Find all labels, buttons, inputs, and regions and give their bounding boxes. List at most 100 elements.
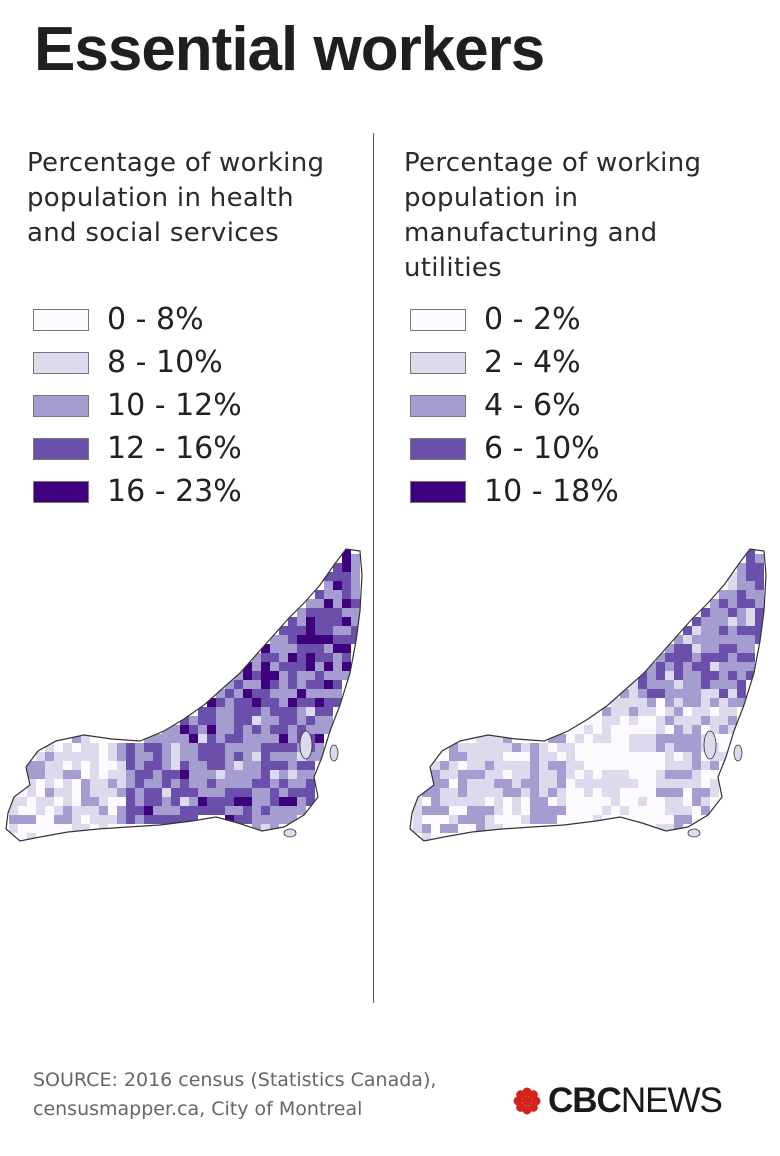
census-tract xyxy=(593,806,602,815)
census-tract xyxy=(207,698,216,707)
census-tract xyxy=(638,689,647,698)
census-tract xyxy=(324,617,333,626)
census-tract xyxy=(315,734,324,743)
census-tract xyxy=(252,815,261,824)
census-tract xyxy=(342,671,351,680)
census-tract xyxy=(683,779,692,788)
census-tract xyxy=(261,644,270,653)
census-tract xyxy=(126,770,135,779)
census-tract xyxy=(710,653,719,662)
census-tract xyxy=(692,662,701,671)
census-tract xyxy=(243,806,252,815)
census-tract xyxy=(306,788,315,797)
census-tract xyxy=(126,761,135,770)
census-tract xyxy=(351,590,360,599)
census-tract xyxy=(566,788,575,797)
census-tract xyxy=(351,599,360,608)
health-panel: Percentage of working population in heal… xyxy=(27,146,367,509)
census-tract xyxy=(54,788,63,797)
census-tract xyxy=(449,815,458,824)
census-tract xyxy=(494,824,503,833)
census-tract xyxy=(566,797,575,806)
census-tract xyxy=(306,653,315,662)
census-tract xyxy=(656,734,665,743)
census-tract xyxy=(683,761,692,770)
census-tract xyxy=(719,707,728,716)
census-tract xyxy=(153,779,162,788)
legend-swatch xyxy=(33,480,89,503)
census-tract xyxy=(261,689,270,698)
census-tract xyxy=(692,734,701,743)
census-tract xyxy=(593,743,602,752)
census-tract xyxy=(665,707,674,716)
census-tract xyxy=(108,770,117,779)
census-tract xyxy=(144,788,153,797)
census-tract xyxy=(503,815,512,824)
census-tract xyxy=(485,788,494,797)
census-tract xyxy=(279,716,288,725)
census-tract xyxy=(692,788,701,797)
census-tract xyxy=(36,779,45,788)
census-tract xyxy=(126,779,135,788)
census-tract xyxy=(467,761,476,770)
census-tract xyxy=(288,662,297,671)
census-tract xyxy=(315,617,324,626)
census-tract xyxy=(575,743,584,752)
census-tract xyxy=(557,770,566,779)
census-tract xyxy=(207,779,216,788)
census-tract xyxy=(683,671,692,680)
census-tract xyxy=(288,716,297,725)
census-tract xyxy=(566,743,575,752)
census-tract xyxy=(135,788,144,797)
census-tract xyxy=(503,761,512,770)
census-tract xyxy=(117,770,126,779)
census-tract xyxy=(18,833,27,841)
census-tract xyxy=(207,761,216,770)
census-tract xyxy=(431,761,440,770)
legend-label: 10 - 18% xyxy=(484,474,619,509)
legend-swatch xyxy=(410,480,466,503)
census-tract xyxy=(36,752,45,761)
census-tract xyxy=(656,653,665,662)
census-tract xyxy=(701,725,710,734)
census-tract xyxy=(315,698,324,707)
census-tract xyxy=(647,698,656,707)
census-tract xyxy=(458,770,467,779)
census-tract xyxy=(458,788,467,797)
census-tract xyxy=(252,806,261,815)
census-tract xyxy=(584,734,593,743)
legend-label: 0 - 2% xyxy=(484,302,581,337)
census-tract xyxy=(135,779,144,788)
census-tract xyxy=(18,815,27,824)
census-tract xyxy=(243,752,252,761)
census-tract xyxy=(315,599,324,608)
census-tract xyxy=(692,644,701,653)
census-tract xyxy=(297,689,306,698)
census-tract xyxy=(234,707,243,716)
census-tract xyxy=(566,815,575,824)
census-tract xyxy=(575,725,584,734)
census-tract xyxy=(674,698,683,707)
census-tract xyxy=(548,734,557,743)
census-tract xyxy=(234,752,243,761)
census-tract xyxy=(324,671,333,680)
census-tract xyxy=(674,653,683,662)
small-island xyxy=(703,730,717,760)
census-tract xyxy=(180,779,189,788)
census-tract xyxy=(180,716,189,725)
census-tract xyxy=(638,815,647,824)
census-tract xyxy=(755,599,764,608)
census-tract xyxy=(656,671,665,680)
census-tract xyxy=(333,590,342,599)
census-tract xyxy=(261,662,270,671)
logo-news: NEWS xyxy=(620,1081,723,1120)
census-tract xyxy=(126,743,135,752)
census-tract xyxy=(512,743,521,752)
census-tract xyxy=(270,734,279,743)
census-tract xyxy=(476,743,485,752)
census-tract xyxy=(539,806,548,815)
census-tract xyxy=(261,698,270,707)
census-tract xyxy=(719,644,728,653)
manufacturing-panel-title: Percentage of working population in manu… xyxy=(404,148,702,283)
census-tract xyxy=(728,626,737,635)
